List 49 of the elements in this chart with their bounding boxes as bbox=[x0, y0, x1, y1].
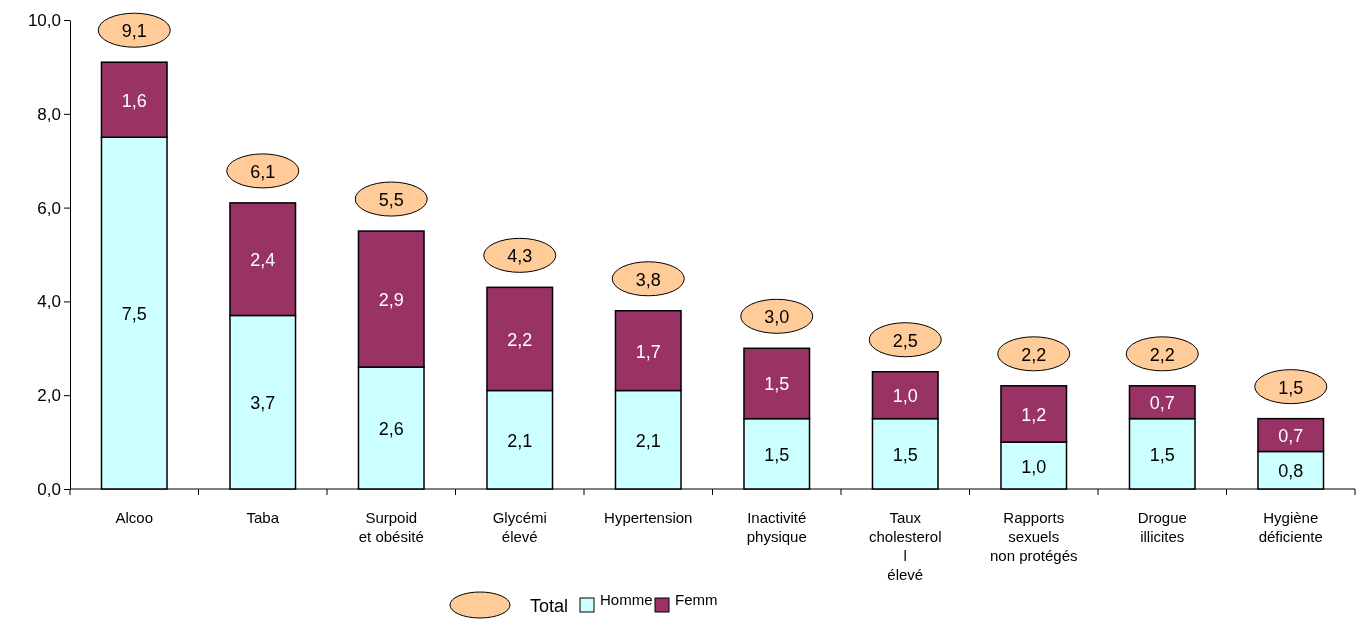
total-label: 9,1 bbox=[121, 21, 147, 42]
data-label: 1,5 bbox=[1149, 444, 1175, 465]
data-label: 2,1 bbox=[507, 430, 533, 451]
data-label: 0,7 bbox=[1149, 393, 1175, 414]
y-tick-label: 8,0 bbox=[37, 104, 61, 124]
total-label: 4,3 bbox=[507, 246, 533, 267]
total-label: 6,1 bbox=[250, 161, 276, 182]
data-label: 1,5 bbox=[764, 374, 790, 395]
data-label: 2,2 bbox=[507, 329, 533, 350]
x-tick-label: Drogue illicites bbox=[1137, 509, 1187, 545]
data-label: 1,0 bbox=[1021, 456, 1047, 477]
x-tick-label: Taux cholesterol l élevé bbox=[868, 509, 942, 583]
x-tick-label: Taba bbox=[246, 509, 280, 526]
data-label: 2,6 bbox=[378, 419, 404, 440]
y-tick-label: 10,0 bbox=[27, 10, 61, 30]
data-label: 0,8 bbox=[1278, 461, 1304, 482]
data-label: 1,2 bbox=[1021, 404, 1047, 425]
data-label: 1,7 bbox=[635, 341, 661, 362]
data-label: 2,1 bbox=[635, 430, 661, 451]
total-label: 2,5 bbox=[892, 330, 918, 351]
text: Total bbox=[530, 596, 569, 616]
x-tick-label: Rapports sexuels non protégés bbox=[989, 509, 1078, 564]
x-tick-label: Alcoo bbox=[115, 509, 154, 526]
total-label: 3,0 bbox=[764, 307, 790, 328]
data-label: 3,7 bbox=[250, 393, 276, 414]
total-label: 3,8 bbox=[635, 269, 661, 290]
x-tick-label: Inactivité physique bbox=[746, 509, 807, 545]
x-tick-label: Surpoid et obésité bbox=[358, 509, 424, 545]
x-tick-label: Glycémi élevé bbox=[492, 509, 547, 545]
y-tick-label: 6,0 bbox=[37, 198, 61, 218]
y-tick-label: 0,0 bbox=[37, 479, 61, 499]
x-tick-label: Hygiène déficiente bbox=[1258, 509, 1323, 545]
data-label: 7,5 bbox=[121, 304, 147, 325]
data-label: 2,4 bbox=[250, 250, 276, 271]
x-tick-label: Hypertension bbox=[604, 509, 693, 526]
data-label: 1,0 bbox=[892, 386, 918, 407]
y-tick-label: 2,0 bbox=[37, 386, 61, 406]
total-label: 1,5 bbox=[1278, 377, 1304, 398]
data-label: 2,9 bbox=[378, 290, 404, 311]
data-label: 1,6 bbox=[121, 90, 147, 111]
total-label: 5,5 bbox=[378, 190, 404, 211]
total-label: 2,2 bbox=[1149, 344, 1175, 365]
data-label: 0,7 bbox=[1278, 426, 1304, 447]
legend-label: Femm bbox=[675, 591, 718, 608]
y-tick-label: 4,0 bbox=[37, 292, 61, 312]
data-label: 1,5 bbox=[764, 444, 790, 465]
total-label: 2,2 bbox=[1021, 344, 1047, 365]
data-label: 1,5 bbox=[892, 444, 918, 465]
legend-label: Homme bbox=[600, 591, 653, 608]
